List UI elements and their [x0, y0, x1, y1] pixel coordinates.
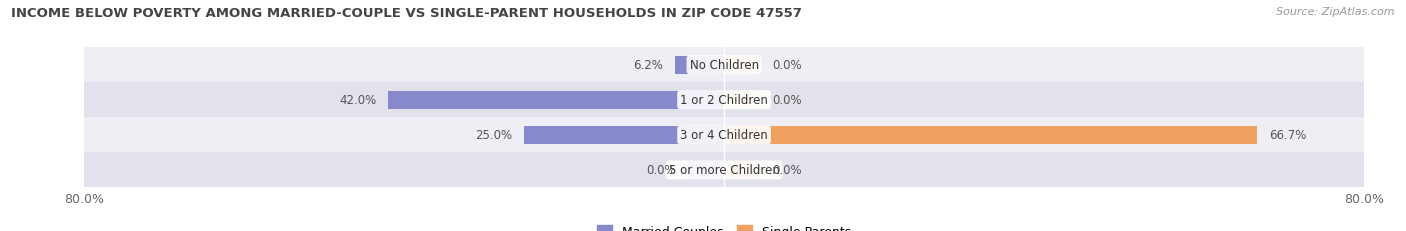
Text: 6.2%: 6.2%	[633, 59, 662, 72]
Text: 1 or 2 Children: 1 or 2 Children	[681, 94, 768, 107]
Text: 3 or 4 Children: 3 or 4 Children	[681, 129, 768, 142]
Text: 5 or more Children: 5 or more Children	[669, 164, 779, 177]
Legend: Married Couples, Single Parents: Married Couples, Single Parents	[598, 225, 851, 231]
Text: 0.0%: 0.0%	[772, 164, 801, 177]
Text: 25.0%: 25.0%	[475, 129, 512, 142]
Text: 42.0%: 42.0%	[339, 94, 377, 107]
Bar	[688, 161, 724, 179]
Text: INCOME BELOW POVERTY AMONG MARRIED-COUPLE VS SINGLE-PARENT HOUSEHOLDS IN ZIP COD: INCOME BELOW POVERTY AMONG MARRIED-COUPL…	[11, 7, 801, 20]
Text: 0.0%: 0.0%	[772, 59, 801, 72]
Bar	[84, 48, 1364, 83]
Bar	[675, 56, 724, 74]
Bar	[724, 56, 761, 74]
Text: No Children: No Children	[689, 59, 759, 72]
Text: Source: ZipAtlas.com: Source: ZipAtlas.com	[1277, 7, 1395, 17]
Text: 0.0%: 0.0%	[772, 94, 801, 107]
Text: 0.0%: 0.0%	[647, 164, 676, 177]
Text: 66.7%: 66.7%	[1270, 129, 1306, 142]
Bar	[84, 118, 1364, 153]
Bar	[724, 91, 761, 109]
Bar	[524, 126, 724, 144]
Bar	[84, 153, 1364, 188]
Bar	[724, 161, 761, 179]
Bar	[84, 83, 1364, 118]
Bar	[724, 126, 1257, 144]
Bar	[388, 91, 724, 109]
